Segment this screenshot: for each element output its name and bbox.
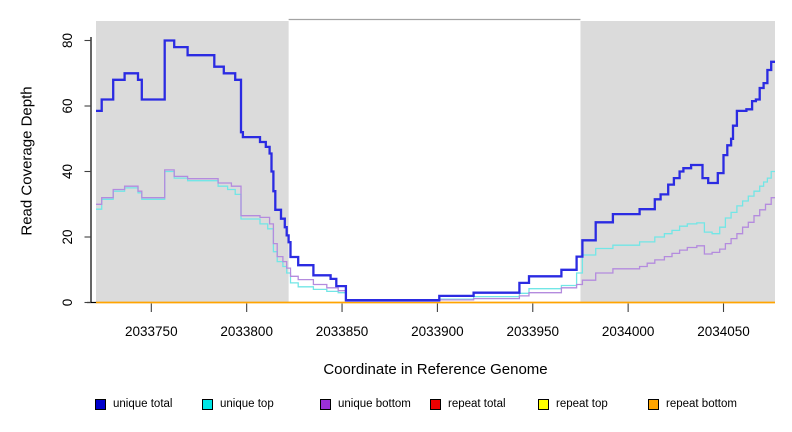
- x-tick-label: 2033750: [125, 324, 178, 339]
- x-axis-title: Coordinate in Reference Genome: [323, 361, 548, 378]
- y-tick-label: 40: [60, 164, 75, 179]
- repeat-region-right-shading: [580, 21, 775, 303]
- x-tick-label: 2034000: [602, 324, 655, 339]
- series-line-unique-total: [96, 39, 775, 302]
- y-tick-label: 20: [60, 229, 75, 244]
- x-tick-label: 2034050: [697, 324, 750, 339]
- y-tick-label: 80: [60, 33, 75, 48]
- series-line-unique-bottom: [96, 169, 775, 302]
- y-axis-title: Read Coverage Depth: [18, 86, 36, 236]
- series-line-unique-top: [96, 170, 775, 302]
- y-tick-label: 60: [60, 98, 75, 113]
- y-tick-label: 0: [60, 299, 75, 307]
- x-tick-label: 2033800: [220, 324, 273, 339]
- x-tick-label: 2033950: [506, 324, 559, 339]
- repeat-region-left-shading: [96, 21, 289, 303]
- x-tick-label: 2033900: [411, 324, 464, 339]
- x-tick-label: 2033850: [316, 324, 369, 339]
